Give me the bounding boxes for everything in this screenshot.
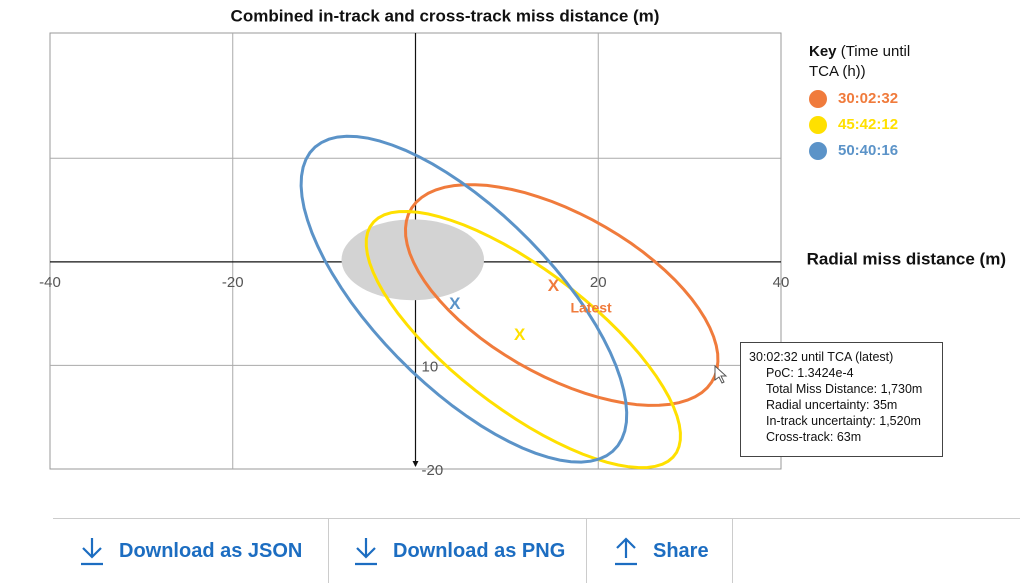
legend-swatch bbox=[809, 90, 827, 108]
legend-items: 30:02:32 45:42:12 50:40:16 bbox=[809, 86, 921, 164]
uncertainty-ellipse bbox=[299, 134, 629, 464]
legend-label: 45:42:12 bbox=[838, 116, 899, 133]
x-tick-label: 20 bbox=[590, 274, 607, 291]
miss-point: X bbox=[548, 276, 560, 295]
tooltip-title: 30:02:32 until TCA (latest) bbox=[749, 350, 894, 364]
legend-swatch bbox=[809, 142, 827, 160]
legend-title: Key bbox=[809, 43, 837, 60]
tooltip-line: Radial uncertainty: 35m bbox=[766, 398, 898, 412]
y-axis-arrow bbox=[412, 461, 419, 467]
download-png-button[interactable]: Download as PNG bbox=[329, 519, 587, 583]
x-tick-label: -40 bbox=[39, 274, 61, 291]
button-bar: Download as JSON Download as PNG Share bbox=[53, 518, 1020, 585]
legend-note: (Time until TCA (h)) bbox=[809, 43, 911, 80]
legend-item: 45:42:12 bbox=[809, 112, 921, 138]
legend-label: 50:40:16 bbox=[838, 142, 899, 159]
legend-item: 30:02:32 bbox=[809, 86, 921, 112]
x-axis-label: Radial miss distance (m) bbox=[807, 249, 1006, 268]
miss-point: X bbox=[449, 294, 461, 313]
legend-item: 50:40:16 bbox=[809, 138, 921, 164]
download-json-button[interactable]: Download as JSON bbox=[53, 519, 329, 583]
legend-label: 30:02:32 bbox=[838, 90, 899, 107]
download-icon bbox=[81, 538, 103, 566]
share-icon bbox=[615, 537, 637, 566]
download-icon bbox=[355, 538, 377, 566]
miss-point: X bbox=[514, 325, 526, 344]
x-tick-label: -20 bbox=[222, 274, 244, 291]
uncertainty-ellipse bbox=[364, 209, 682, 470]
annotation: Latest bbox=[570, 299, 612, 315]
tooltip-line: Total Miss Distance: 1,730m bbox=[766, 382, 923, 396]
tooltip-line: PoC: 1.3424e-4 bbox=[766, 366, 854, 380]
button-label: Download as JSON bbox=[119, 539, 303, 562]
tooltip: 30:02:32 until TCA (latest) PoC: 1.3424e… bbox=[740, 342, 943, 457]
legend-heading: Key (Time until TCA (h)) bbox=[809, 42, 921, 82]
uncertainty-ellipse bbox=[403, 183, 720, 407]
chart: Combined in-track and cross-track miss d… bbox=[39, 6, 1006, 479]
y-tick-label: -20 bbox=[422, 462, 444, 479]
chart-title: Combined in-track and cross-track miss d… bbox=[231, 6, 660, 25]
button-label: Download as PNG bbox=[393, 539, 566, 562]
y-tick-label: 10 bbox=[422, 358, 439, 375]
x-tick-label: 40 bbox=[773, 274, 790, 291]
legend: Key (Time until TCA (h)) 30:02:32 45:42:1… bbox=[809, 42, 921, 164]
tooltip-line: In-track uncertainty: 1,520m bbox=[766, 414, 921, 428]
button-label: Share bbox=[653, 539, 709, 562]
legend-swatch bbox=[809, 116, 827, 134]
share-button[interactable]: Share bbox=[587, 519, 733, 583]
tooltip-line: Cross-track: 63m bbox=[766, 430, 862, 444]
cursor bbox=[714, 364, 728, 384]
